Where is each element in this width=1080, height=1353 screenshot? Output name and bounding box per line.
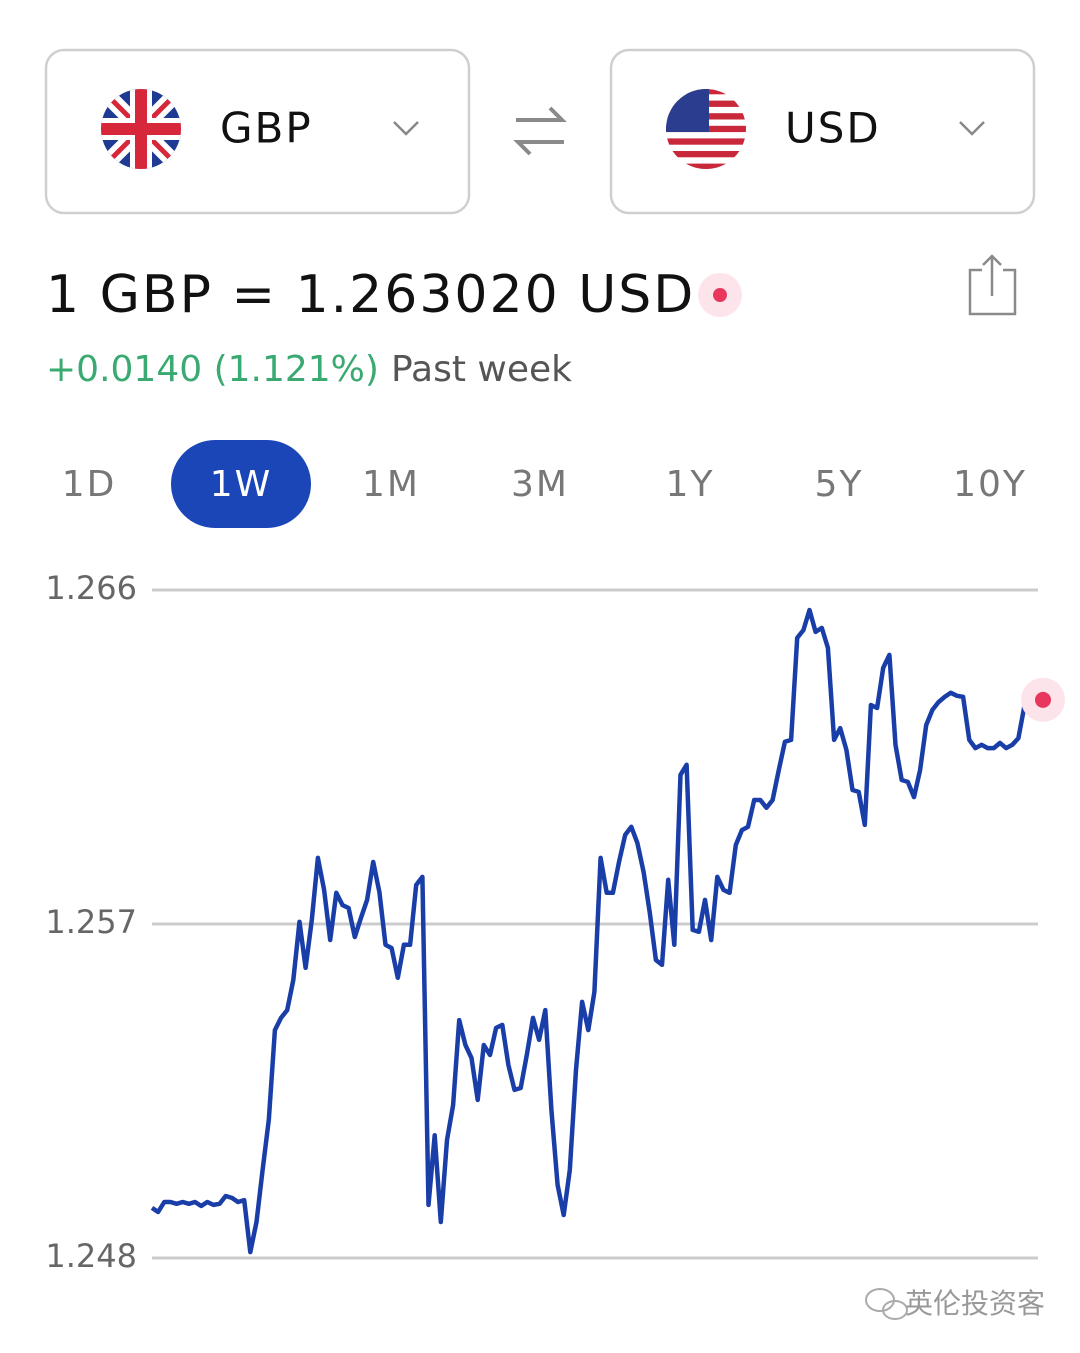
period-label: Past week <box>391 349 572 390</box>
active-tab-pill <box>171 440 311 528</box>
range-tab-label: 1W <box>210 464 273 505</box>
range-tab-label: 10Y <box>953 464 1027 505</box>
range-tab[interactable]: 1W <box>171 440 311 528</box>
rate-change: +0.0140 (1.121%) <box>46 349 379 390</box>
range-tab-label: 1D <box>62 464 117 505</box>
range-tab[interactable]: 5Y <box>815 464 864 505</box>
wechat-icon <box>865 1288 908 1320</box>
share-button[interactable] <box>968 254 1017 316</box>
price-line <box>150 607 1045 1255</box>
exchange-rate: 1 GBP = 1.263020 USD <box>46 265 695 325</box>
currency-code: GBP <box>220 104 313 153</box>
range-tab[interactable]: 1M <box>362 464 420 505</box>
range-tab[interactable]: 1D <box>62 464 117 505</box>
range-tab[interactable]: 10Y <box>953 464 1027 505</box>
chart: 1.248 1.257 1.266 <box>45 569 1065 1275</box>
chevron-icon <box>393 121 419 136</box>
swap-button[interactable] <box>513 106 567 156</box>
to-currency-selector[interactable]: USD <box>609 48 1036 215</box>
last-point <box>1035 691 1051 708</box>
chevron-icon <box>959 121 985 136</box>
uk-flag <box>101 89 181 169</box>
range-tab-label: 5Y <box>815 464 864 505</box>
y-tick-label: 1.266 <box>45 569 137 607</box>
y-tick-label: 1.248 <box>45 1237 137 1275</box>
range-tab-label: 1M <box>362 464 420 505</box>
watermark: 英伦投资客 <box>905 1287 1045 1320</box>
y-tick-label: 1.257 <box>45 903 137 941</box>
range-tabs: 1D 1W 1M 3M 1Y 5Y 10Y <box>62 440 1027 528</box>
currency-code: USD <box>785 104 881 153</box>
range-tab-label: 3M <box>511 464 569 505</box>
range-tab[interactable]: 1Y <box>666 464 715 505</box>
from-currency-selector[interactable]: GBP <box>44 48 471 215</box>
range-tab-label: 1Y <box>666 464 715 505</box>
live-indicator <box>713 288 727 302</box>
range-tab[interactable]: 3M <box>511 464 569 505</box>
